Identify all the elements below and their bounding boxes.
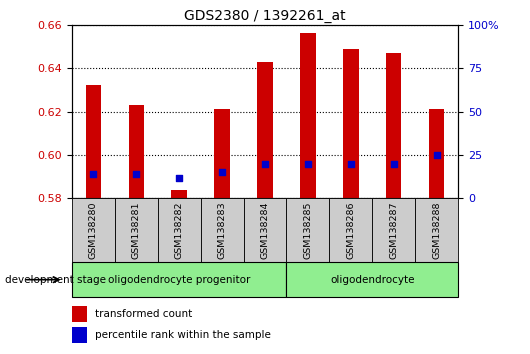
Point <box>132 172 140 177</box>
Point <box>261 161 269 166</box>
Text: GSM138282: GSM138282 <box>174 201 183 259</box>
Text: development stage: development stage <box>5 275 107 285</box>
Bar <box>386 53 402 198</box>
Bar <box>72 198 114 262</box>
Bar <box>72 327 87 343</box>
Text: GSM138286: GSM138286 <box>347 201 356 259</box>
Point <box>304 161 312 166</box>
Bar <box>243 198 287 262</box>
Point <box>89 172 98 177</box>
Text: GSM138288: GSM138288 <box>432 201 441 259</box>
Text: GSM138280: GSM138280 <box>89 201 98 259</box>
Point <box>432 152 441 158</box>
Bar <box>416 198 458 262</box>
Text: oligodendrocyte: oligodendrocyte <box>330 275 414 285</box>
Bar <box>72 306 87 321</box>
Bar <box>287 262 458 297</box>
Bar <box>343 48 358 198</box>
Bar <box>157 198 200 262</box>
Text: percentile rank within the sample: percentile rank within the sample <box>95 330 271 341</box>
Text: GSM138283: GSM138283 <box>217 201 226 259</box>
Point <box>175 175 183 181</box>
Bar <box>72 262 287 297</box>
Bar <box>301 34 315 198</box>
Bar <box>85 86 101 198</box>
Bar <box>429 109 445 198</box>
Bar <box>258 62 272 198</box>
Bar <box>128 105 144 198</box>
Point <box>218 170 226 175</box>
Text: transformed count: transformed count <box>95 309 192 319</box>
Text: GSM138287: GSM138287 <box>390 201 399 259</box>
Text: oligodendrocyte progenitor: oligodendrocyte progenitor <box>108 275 250 285</box>
Text: GSM138281: GSM138281 <box>131 201 140 259</box>
Point <box>390 161 398 166</box>
Bar <box>287 198 330 262</box>
Bar <box>373 198 416 262</box>
Bar <box>215 109 229 198</box>
Bar <box>330 198 373 262</box>
Bar <box>114 198 157 262</box>
Text: GDS2380 / 1392261_at: GDS2380 / 1392261_at <box>184 9 346 23</box>
Text: GSM138285: GSM138285 <box>304 201 313 259</box>
Point <box>347 161 355 166</box>
Bar <box>172 190 187 198</box>
Text: GSM138284: GSM138284 <box>261 201 269 259</box>
Bar <box>200 198 243 262</box>
